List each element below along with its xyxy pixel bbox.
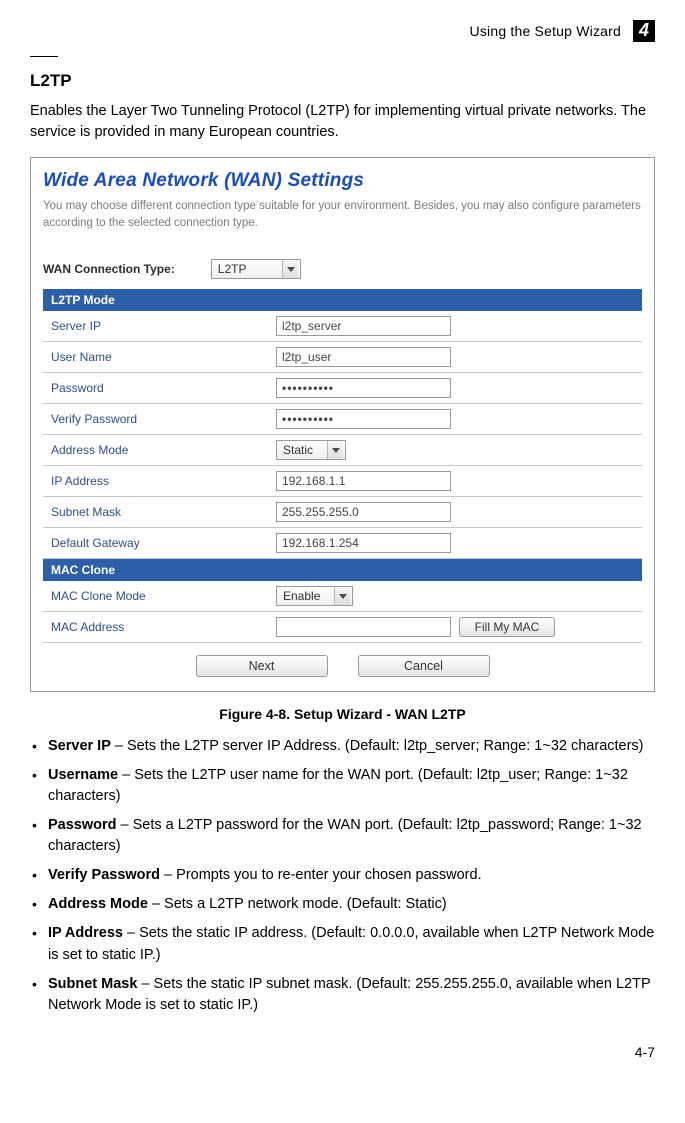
chevron-down-icon [334, 587, 350, 605]
field-descriptions: Server IP – Sets the L2TP server IP Addr… [30, 736, 655, 1015]
server-ip-input[interactable]: l2tp_server [276, 316, 451, 336]
desc-field-text: – Prompts you to re-enter your chosen pa… [160, 867, 482, 883]
desc-field-text: – Sets the static IP subnet mask. (Defau… [48, 976, 650, 1013]
mac-clone-header: MAC Clone [43, 559, 642, 581]
ip-address-input[interactable]: 192.168.1.1 [276, 471, 451, 491]
subnet-mask-label: Subnet Mask [43, 497, 268, 528]
list-item: Verify Password – Prompts you to re-ente… [30, 865, 655, 886]
table-row: Password •••••••••• [43, 373, 642, 404]
desc-field-text: – Sets the L2TP server IP Address. (Defa… [111, 738, 644, 754]
mac-clone-mode-label: MAC Clone Mode [43, 581, 268, 612]
desc-field-text: – Sets a L2TP password for the WAN port.… [48, 817, 642, 854]
desc-field-text: – Sets the static IP address. (Default: … [48, 925, 654, 962]
wan-conn-type-value: L2TP [218, 262, 247, 276]
page-number: 4-7 [30, 1044, 655, 1060]
ip-address-label: IP Address [43, 466, 268, 497]
section-intro: Enables the Layer Two Tunneling Protocol… [30, 101, 655, 143]
list-item: Server IP – Sets the L2TP server IP Addr… [30, 736, 655, 757]
verify-password-label: Verify Password [43, 404, 268, 435]
chevron-down-icon [282, 260, 298, 278]
table-row: User Name l2tp_user [43, 342, 642, 373]
table-row: Verify Password •••••••••• [43, 404, 642, 435]
wan-conn-type-select[interactable]: L2TP [211, 259, 302, 279]
mac-address-input[interactable] [276, 617, 451, 637]
address-mode-select[interactable]: Static [276, 440, 346, 460]
cancel-button[interactable]: Cancel [358, 655, 490, 677]
wan-settings-title: Wide Area Network (WAN) Settings [43, 170, 642, 192]
subnet-mask-input[interactable]: 255.255.255.0 [276, 502, 451, 522]
header-topic: Using the Setup Wizard [470, 23, 621, 39]
list-item: Subnet Mask – Sets the static IP subnet … [30, 974, 655, 1016]
table-row: Address Mode Static [43, 435, 642, 466]
fill-my-mac-button[interactable]: Fill My MAC [459, 617, 555, 637]
desc-field-name: Address Mode [48, 896, 148, 912]
table-row: Server IP l2tp_server [43, 311, 642, 342]
figure-screenshot: Wide Area Network (WAN) Settings You may… [30, 157, 655, 692]
figure-caption: Figure 4-8. Setup Wizard - WAN L2TP [30, 706, 655, 722]
server-ip-label: Server IP [43, 311, 268, 342]
table-row: MAC Address Fill My MAC [43, 612, 642, 643]
mac-clone-mode-select[interactable]: Enable [276, 586, 353, 606]
chevron-down-icon [327, 441, 343, 459]
desc-field-name: IP Address [48, 925, 123, 941]
verify-password-input[interactable]: •••••••••• [276, 409, 451, 429]
l2tp-form-table: Server IP l2tp_server User Name l2tp_use… [43, 311, 642, 559]
default-gateway-label: Default Gateway [43, 528, 268, 559]
user-name-input[interactable]: l2tp_user [276, 347, 451, 367]
desc-field-text: – Sets a L2TP network mode. (Default: St… [148, 896, 447, 912]
desc-field-text: – Sets the L2TP user name for the WAN po… [48, 767, 628, 804]
header-rule [30, 56, 58, 57]
password-input[interactable]: •••••••••• [276, 378, 451, 398]
list-item: Username – Sets the L2TP user name for t… [30, 765, 655, 807]
next-button[interactable]: Next [196, 655, 328, 677]
desc-field-name: Server IP [48, 738, 111, 754]
default-gateway-input[interactable]: 192.168.1.254 [276, 533, 451, 553]
mac-clone-table: MAC Clone Mode Enable MAC Address Fill M… [43, 581, 642, 643]
mac-address-label: MAC Address [43, 612, 268, 643]
wan-settings-desc: You may choose different connection type… [43, 198, 642, 231]
list-item: Password – Sets a L2TP password for the … [30, 815, 655, 857]
desc-field-name: Username [48, 767, 118, 783]
chapter-badge: 4 [633, 20, 655, 42]
table-row: Subnet Mask 255.255.255.0 [43, 497, 642, 528]
wan-conn-type-label: WAN Connection Type: [43, 262, 175, 276]
address-mode-label: Address Mode [43, 435, 268, 466]
desc-field-name: Subnet Mask [48, 976, 137, 992]
desc-field-name: Verify Password [48, 867, 160, 883]
desc-field-name: Password [48, 817, 117, 833]
l2tp-mode-header: L2TP Mode [43, 289, 642, 311]
list-item: IP Address – Sets the static IP address.… [30, 923, 655, 965]
mac-clone-mode-value: Enable [283, 589, 320, 603]
table-row: MAC Clone Mode Enable [43, 581, 642, 612]
table-row: IP Address 192.168.1.1 [43, 466, 642, 497]
address-mode-value: Static [283, 443, 313, 457]
user-name-label: User Name [43, 342, 268, 373]
section-title: L2TP [30, 71, 655, 91]
table-row: Default Gateway 192.168.1.254 [43, 528, 642, 559]
list-item: Address Mode – Sets a L2TP network mode.… [30, 894, 655, 915]
password-label: Password [43, 373, 268, 404]
